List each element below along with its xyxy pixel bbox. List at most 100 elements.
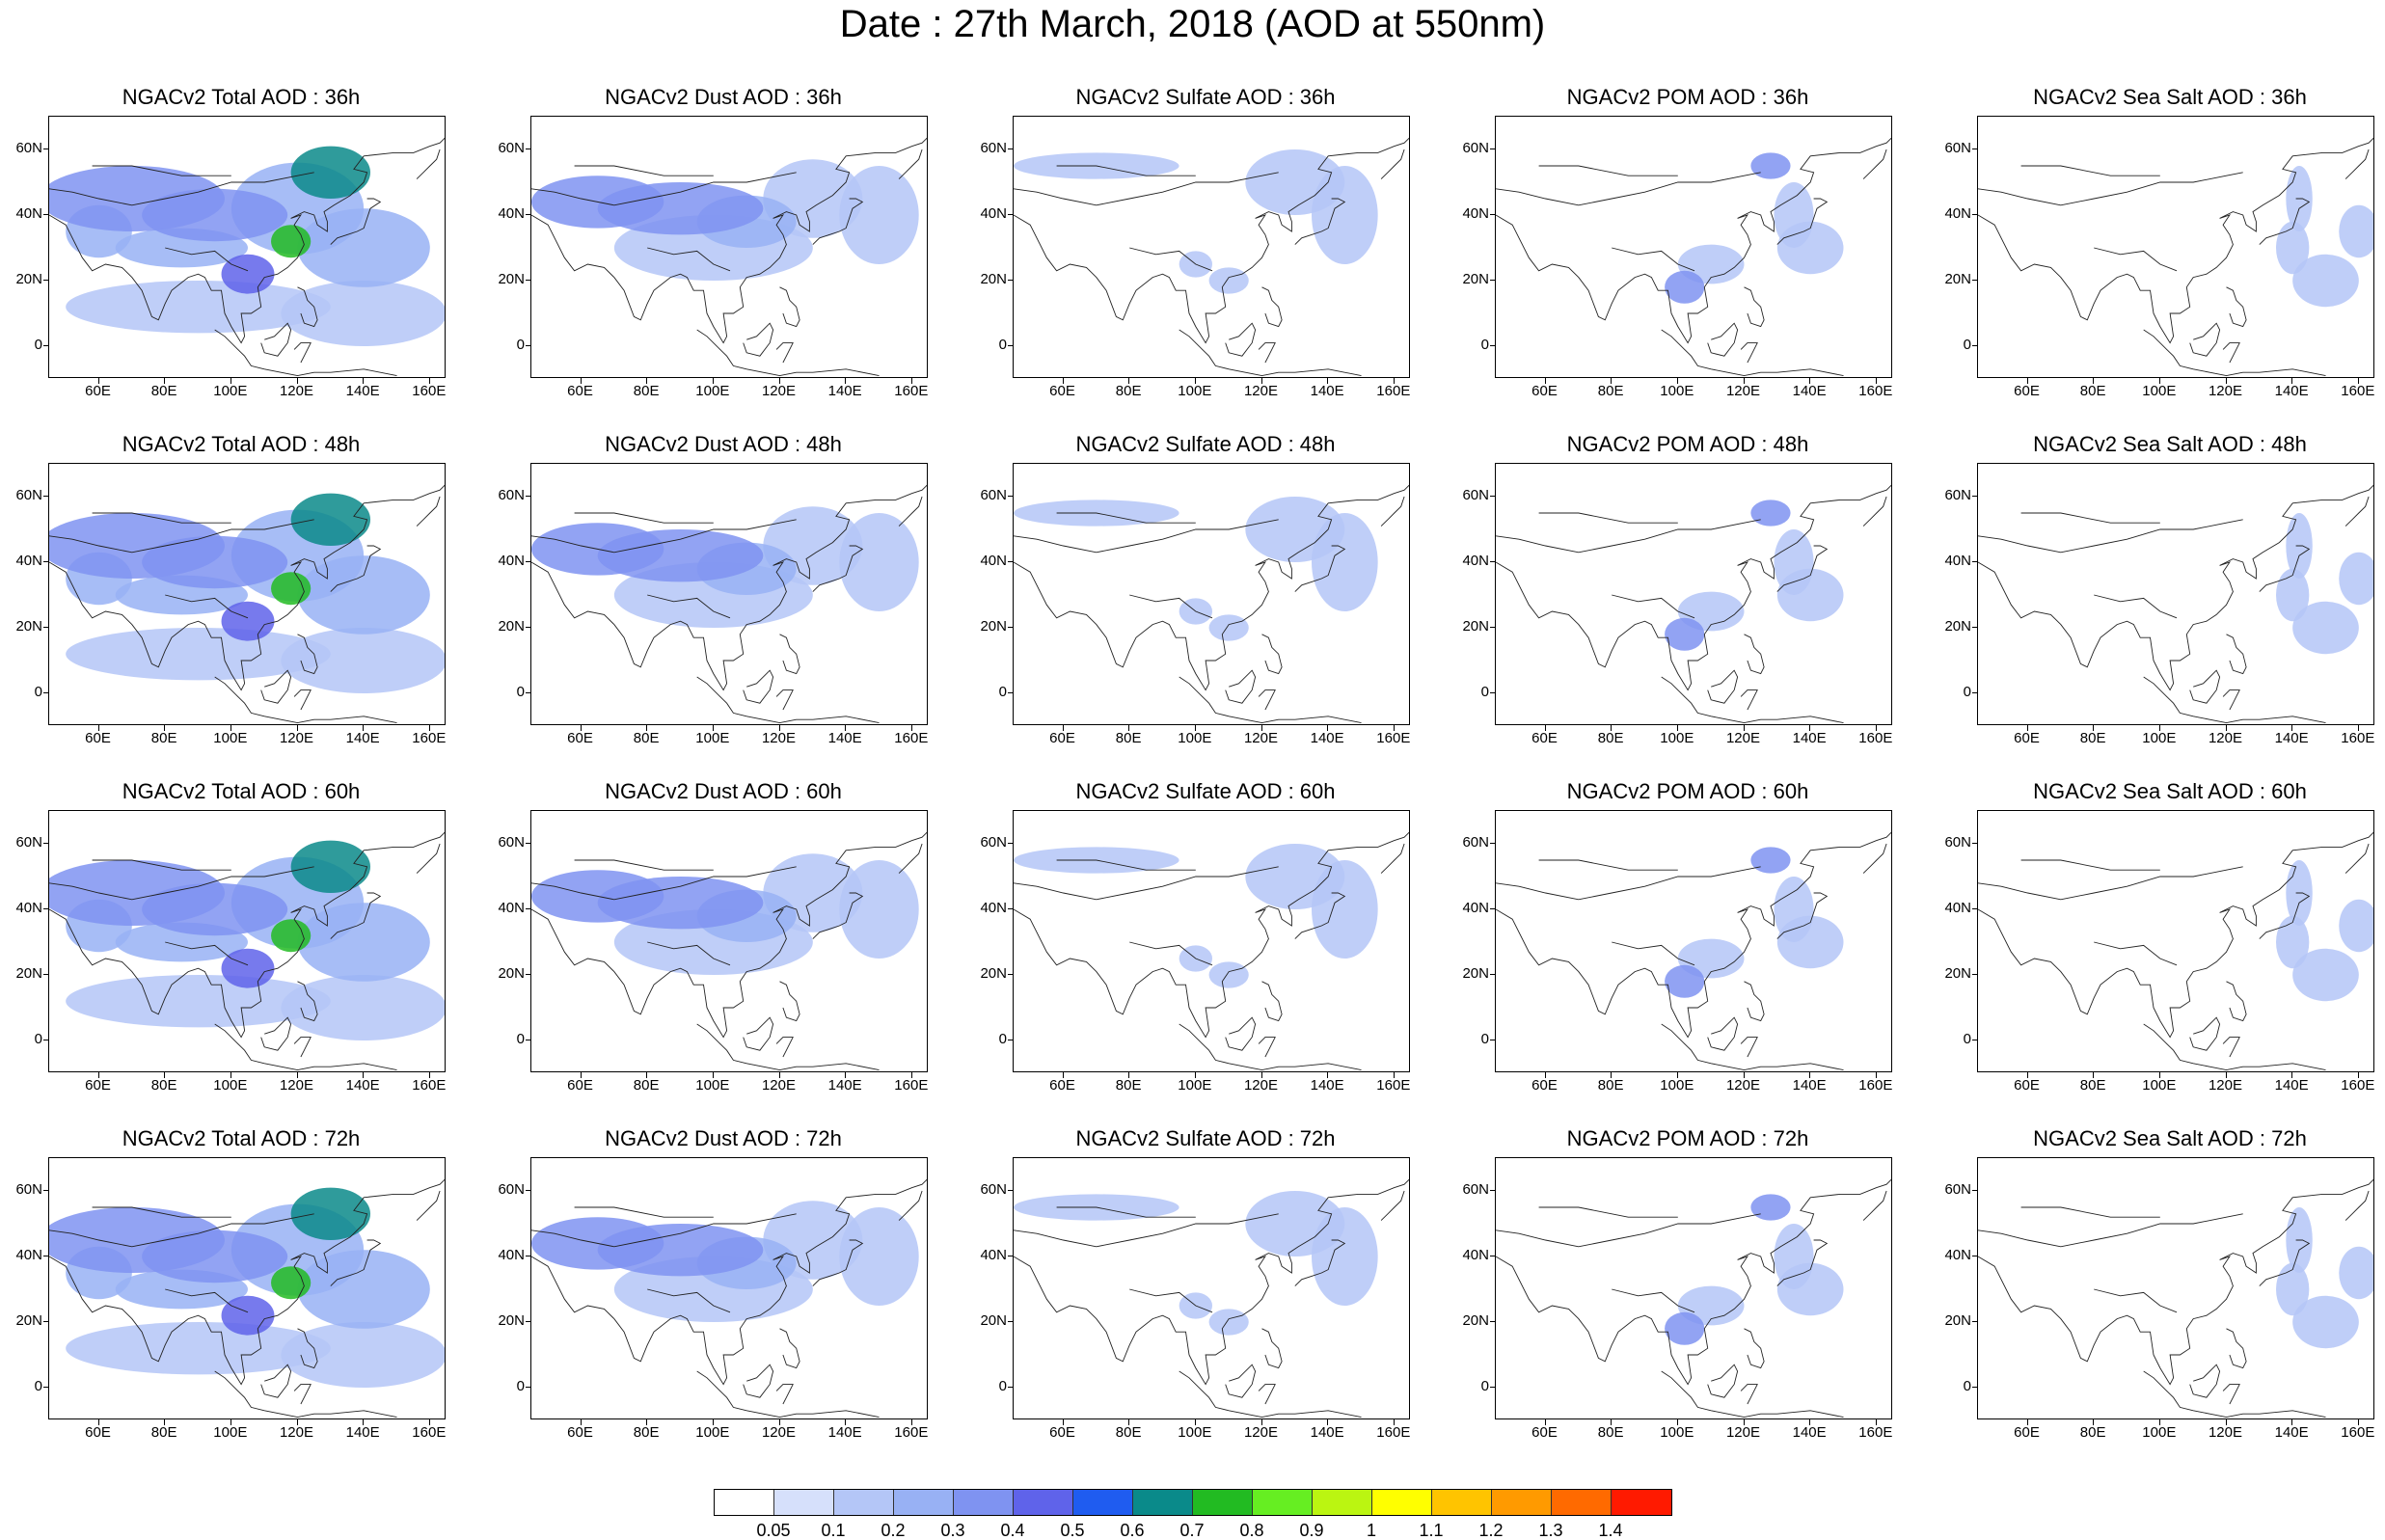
y-tick-label: 0 [1963, 1378, 1971, 1394]
y-tick-label: 40N [980, 205, 1007, 222]
coastline [1294, 892, 1346, 939]
coastline [812, 198, 864, 245]
coastline [1294, 198, 1346, 245]
x-tick-label: 60E [567, 1424, 593, 1441]
x-tick-mark [712, 378, 714, 384]
coastline [1014, 831, 1409, 1039]
coastline [2143, 676, 2326, 724]
x-tick-mark [97, 725, 99, 731]
colorbar-swatch [715, 1490, 774, 1515]
aod-contour [142, 1229, 288, 1283]
x-tick-label: 100E [2142, 1424, 2177, 1441]
aod-contour [597, 877, 764, 930]
aod-contour [290, 1187, 371, 1240]
panel-title: NGACv2 Sea Salt AOD : 36h [2033, 85, 2307, 109]
x-tick-label: 140E [827, 1424, 862, 1441]
y-tick-label: 40N [980, 900, 1007, 916]
coastline [1740, 1037, 1758, 1058]
x-tick-mark [845, 1419, 847, 1425]
map-plot-area [1977, 810, 2374, 1072]
y-tick-label: 60N [1462, 487, 1489, 503]
y-tick-label: 40N [1944, 1247, 1971, 1263]
y-tick-label: 60N [980, 140, 1007, 156]
map-plot-area [530, 116, 928, 378]
y-tick-label: 0 [1480, 684, 1489, 700]
x-tick-label: 120E [761, 730, 797, 746]
coastline [531, 137, 927, 344]
coastline [165, 1288, 249, 1313]
y-tick-mark [43, 345, 49, 346]
x-tick-label: 140E [827, 1077, 862, 1094]
panel-title: NGACv2 Sea Salt AOD : 72h [2033, 1126, 2307, 1150]
x-tick-label: 160E [894, 1424, 929, 1441]
coastline [1744, 634, 1765, 675]
coastline [1978, 1178, 2373, 1386]
colorbar-swatch [1133, 1490, 1193, 1515]
coastline [2020, 165, 2160, 176]
colorbar-label: 0.8 [1239, 1521, 1264, 1540]
panel-title: NGACv2 Dust AOD : 36h [605, 85, 842, 109]
y-tick-label: 20N [15, 271, 42, 287]
y-tick-mark [1490, 561, 1496, 562]
x-tick-mark [646, 1419, 648, 1425]
x-tick-label: 160E [412, 1424, 447, 1441]
x-tick-mark [778, 1072, 780, 1078]
x-tick-mark [1676, 725, 1678, 731]
coastline [1056, 165, 1196, 176]
x-tick-label: 80E [1115, 730, 1142, 746]
panel-title: NGACv2 POM AOD : 72h [1566, 1126, 1809, 1150]
x-tick-mark [230, 1072, 231, 1078]
coastline [1740, 342, 1758, 364]
coastline [165, 247, 249, 272]
x-tick-label: 120E [761, 383, 797, 399]
coastline [165, 594, 249, 619]
coastline [1014, 1213, 1279, 1248]
y-tick-label: 60N [1944, 487, 1971, 503]
coastline [260, 1016, 292, 1051]
coastline [1225, 1364, 1257, 1398]
coastline [812, 892, 864, 939]
coastline [775, 689, 794, 711]
y-tick-mark [1008, 1387, 1014, 1388]
x-tick-mark [1128, 378, 1130, 384]
colorbar-label: 1.4 [1598, 1521, 1623, 1540]
x-tick-label: 120E [279, 730, 314, 746]
coastline [812, 545, 864, 592]
coastline [2094, 594, 2178, 619]
y-tick-mark [526, 843, 531, 844]
x-tick-label: 100E [695, 730, 730, 746]
y-tick-mark [1008, 1190, 1014, 1191]
coastline [1612, 594, 1695, 619]
map-plot-area [48, 116, 446, 378]
coastline [92, 165, 231, 176]
colorbar-swatch [1313, 1490, 1372, 1515]
x-tick-mark [363, 725, 365, 731]
y-tick-label: 20N [15, 965, 42, 982]
y-tick-label: 20N [980, 271, 1007, 287]
aod-contour [1665, 270, 1705, 304]
x-tick-label: 60E [1049, 730, 1075, 746]
aod-contour [1750, 500, 1791, 527]
map-panel: NGACv2 Sea Salt AOD : 60h 60N 40N 20N 0 60E 80… [1929, 779, 2385, 1107]
map-plot-area [1013, 116, 1410, 378]
x-tick-label: 80E [633, 383, 660, 399]
panel-title: NGACv2 Total AOD : 72h [122, 1126, 361, 1150]
x-tick-label: 160E [2341, 383, 2375, 399]
x-tick-label: 60E [567, 383, 593, 399]
y-tick-label: 40N [498, 205, 525, 222]
y-tick-label: 60N [1944, 1181, 1971, 1198]
x-tick-mark [1809, 1072, 1811, 1078]
aod-contour [1208, 1309, 1249, 1336]
coastline [260, 669, 292, 704]
x-tick-label: 140E [345, 730, 380, 746]
aod-field-map [1014, 137, 1409, 377]
y-tick-label: 20N [980, 1312, 1007, 1329]
panel-title: NGACv2 Sea Salt AOD : 48h [2033, 432, 2307, 456]
x-tick-mark [2158, 1072, 2160, 1078]
x-tick-mark [2225, 725, 2227, 731]
x-tick-label: 160E [1858, 1077, 1893, 1094]
coastline [416, 149, 441, 179]
x-tick-label: 80E [1597, 383, 1624, 399]
colorbar-swatch [1372, 1490, 1432, 1515]
